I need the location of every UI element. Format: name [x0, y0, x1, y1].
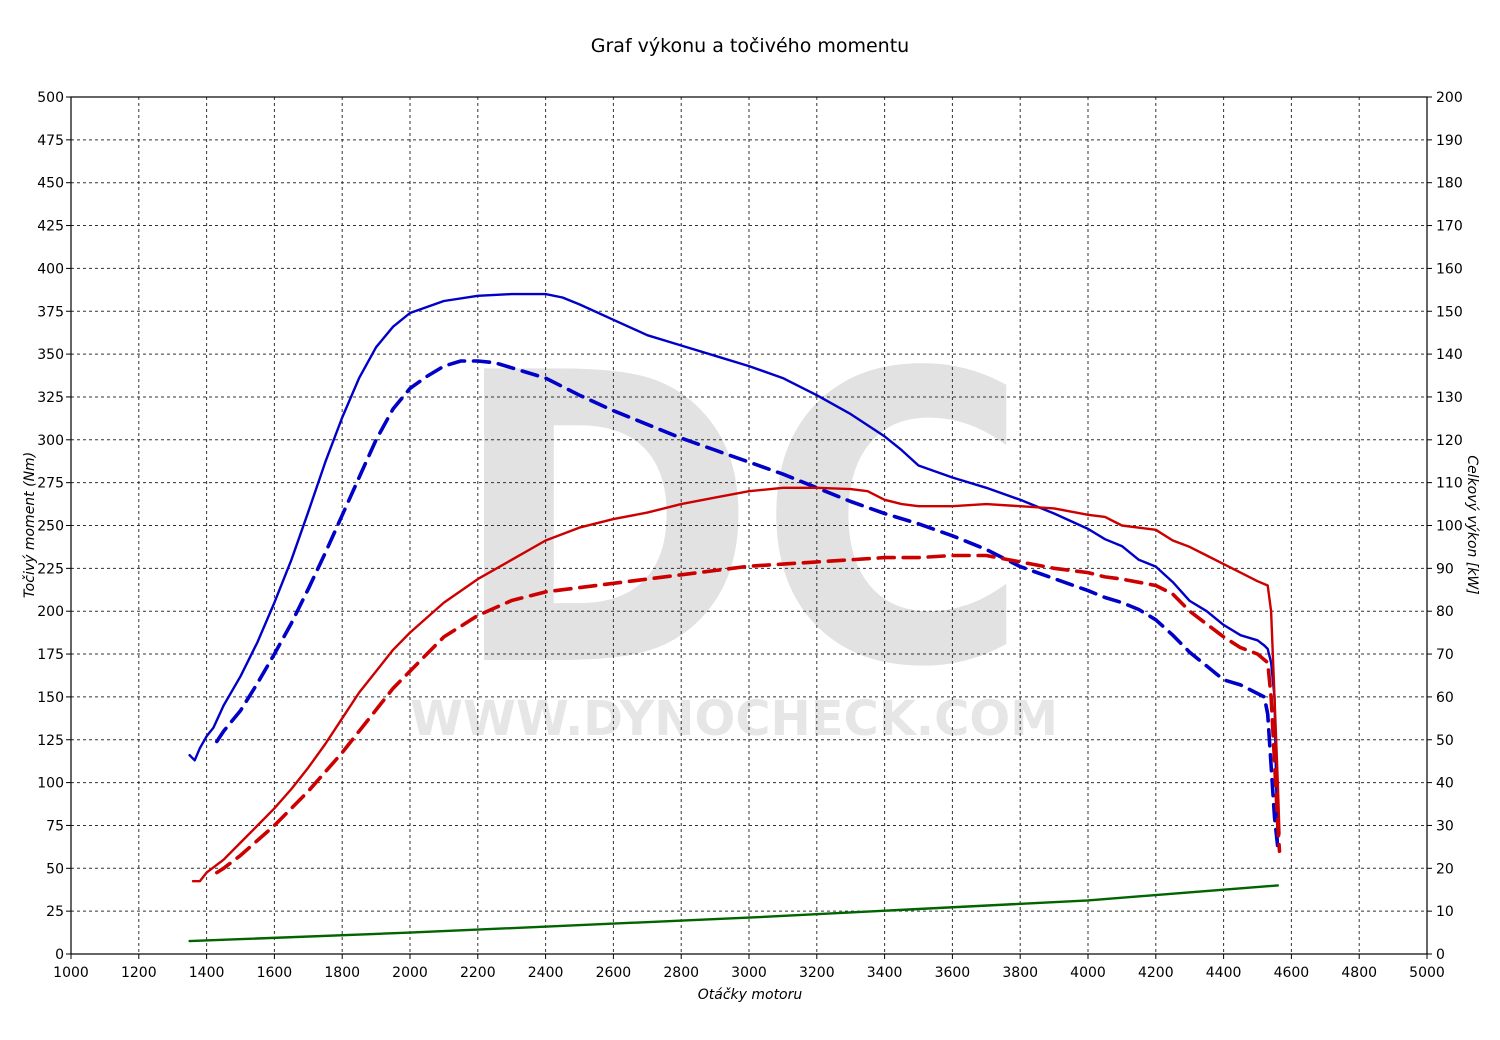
y-left-tick-label: 100: [37, 776, 64, 792]
y-left-tick-label: 75: [46, 818, 64, 834]
y-right-tick-label: 100: [1436, 519, 1463, 535]
x-tick-label: 3000: [731, 965, 767, 981]
x-tick-label: 4000: [1070, 965, 1106, 981]
y-left-tick-label: 225: [37, 561, 64, 577]
y-left-tick-label: 375: [37, 304, 64, 320]
series-line-4: [215, 553, 1282, 875]
series-line-1: [188, 292, 1281, 853]
y-left-tick-label: 475: [37, 133, 64, 149]
x-tick-label: 2400: [528, 965, 564, 981]
x-tick-label: 2000: [392, 965, 428, 981]
y-right-tick-label: 170: [1436, 219, 1463, 235]
y-right-tick-label: 120: [1436, 433, 1463, 449]
y-left-tick-label: 125: [37, 733, 64, 749]
y-left-tick-label: 250: [37, 519, 64, 535]
y-left-tick-label: 500: [37, 90, 64, 106]
x-tick-label: 1800: [324, 965, 360, 981]
y-left-tick-label: 300: [37, 433, 64, 449]
series-line-5: [188, 884, 1279, 943]
y-left-tick-label: 400: [37, 261, 64, 277]
x-tick-label: 1400: [189, 965, 225, 981]
y-left-tick-label: 350: [37, 347, 64, 363]
x-tick-label: 2200: [460, 965, 496, 981]
series-line-3: [191, 486, 1281, 883]
y-left-tick-label: 25: [46, 904, 64, 920]
series-layer: [188, 292, 1282, 943]
x-tick-label: 1600: [257, 965, 293, 981]
y-left-tick-label: 0: [55, 947, 64, 963]
y-left-tick-label: 200: [37, 604, 64, 620]
y-right-tick-label: 20: [1436, 861, 1454, 877]
y-axis-label-left: Točivý moment (Nm): [22, 452, 38, 598]
y-right-tick-label: 180: [1436, 176, 1463, 192]
y-left-tick-label: 175: [37, 647, 64, 663]
y-right-tick-label: 150: [1436, 304, 1463, 320]
x-tick-label: 4400: [1206, 965, 1242, 981]
y-left-tick-label: 325: [37, 390, 64, 406]
grid: [71, 97, 1427, 954]
x-tick-label: 3800: [1002, 965, 1038, 981]
watermark: DC WWW.DYNOCHECK.COM: [410, 290, 1058, 755]
chart-title: Graf výkonu a točivého momentu: [591, 35, 909, 57]
y-left-tick-label: 425: [37, 219, 64, 235]
y-right-tick-label: 190: [1436, 133, 1463, 149]
y-axis-label-right: Celkový výkon [kW]: [1464, 455, 1480, 594]
x-tick-label: 4200: [1138, 965, 1174, 981]
y-right-tick-label: 110: [1436, 476, 1463, 492]
watermark-url: WWW.DYNOCHECK.COM: [410, 691, 1058, 747]
x-tick-label: 5000: [1409, 965, 1445, 981]
y-right-tick-label: 0: [1436, 947, 1445, 963]
y-right-tick-label: 200: [1436, 90, 1463, 106]
plot-frame: [70, 96, 1428, 955]
y-right-tick-label: 80: [1436, 604, 1454, 620]
x-tick-label: 4600: [1274, 965, 1310, 981]
x-tick-label: 3200: [799, 965, 835, 981]
y-left-tick-label: 275: [37, 476, 64, 492]
axes: [66, 96, 1432, 959]
y-right-tick-label: 50: [1436, 733, 1454, 749]
y-right-tick-label: 130: [1436, 390, 1463, 406]
y-left-tick-label: 450: [37, 176, 64, 192]
y-right-tick-label: 30: [1436, 818, 1454, 834]
x-tick-label: 1200: [121, 965, 157, 981]
watermark-letters: DC: [450, 290, 1030, 755]
x-tick-label: 4800: [1341, 965, 1377, 981]
x-axis-label: Otáčky motoru: [698, 987, 803, 1003]
x-tick-label: 3400: [867, 965, 903, 981]
y-left-tick-label: 50: [46, 861, 64, 877]
x-tick-label: 3600: [935, 965, 971, 981]
y-right-tick-label: 160: [1436, 261, 1463, 277]
y-right-tick-label: 140: [1436, 347, 1463, 363]
x-tick-label: 2800: [663, 965, 699, 981]
x-tick-label: 1000: [53, 965, 89, 981]
tick-labels: 1000 1200 1400 1600 1800 2000 2200 2400 2600 2800…: [37, 90, 1462, 981]
series-line-2: [215, 359, 1280, 850]
y-right-tick-label: 60: [1436, 690, 1454, 706]
y-left-tick-label: 150: [37, 690, 64, 706]
y-right-tick-label: 10: [1436, 904, 1454, 920]
x-tick-label: 2600: [596, 965, 632, 981]
y-right-tick-label: 90: [1436, 561, 1454, 577]
y-right-tick-label: 40: [1436, 776, 1454, 792]
y-right-tick-label: 70: [1436, 647, 1454, 663]
